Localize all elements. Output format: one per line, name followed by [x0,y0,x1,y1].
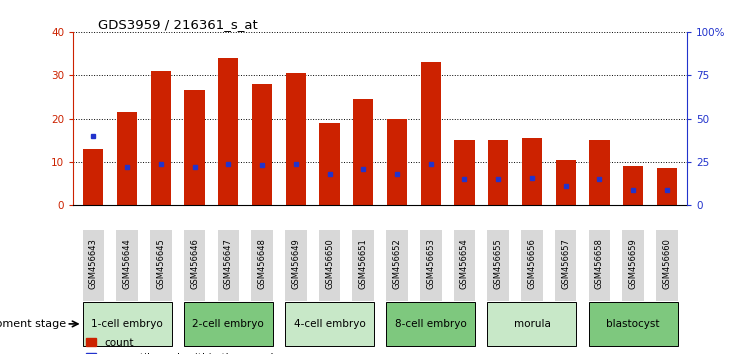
Text: GSM456660: GSM456660 [662,239,671,290]
Bar [353,99,374,205]
FancyBboxPatch shape [116,230,138,301]
Legend: count, percentile rank within the sample: count, percentile rank within the sample [86,338,280,354]
Text: blastocyst: blastocyst [607,319,660,329]
FancyBboxPatch shape [218,230,239,301]
Text: GSM456648: GSM456648 [257,239,267,290]
Bar [623,166,643,205]
Bar [488,140,508,205]
Text: GSM456654: GSM456654 [460,239,469,289]
FancyBboxPatch shape [83,302,172,346]
Text: GSM456656: GSM456656 [528,239,537,290]
FancyBboxPatch shape [622,230,644,301]
Text: GDS3959 / 216361_s_at: GDS3959 / 216361_s_at [98,18,257,31]
Text: GSM456655: GSM456655 [493,239,503,289]
FancyBboxPatch shape [352,230,374,301]
Bar [319,123,340,205]
Bar [556,160,576,205]
FancyBboxPatch shape [183,302,273,346]
Text: 4-cell embryo: 4-cell embryo [294,319,366,329]
Text: GSM456643: GSM456643 [89,239,98,290]
Text: GSM456652: GSM456652 [393,239,401,289]
FancyBboxPatch shape [319,230,341,301]
Bar [151,71,171,205]
FancyBboxPatch shape [285,302,374,346]
Bar [589,140,610,205]
Text: GSM456651: GSM456651 [359,239,368,289]
Text: GSM456647: GSM456647 [224,239,232,290]
Bar [455,140,474,205]
FancyBboxPatch shape [454,230,475,301]
Text: GSM456649: GSM456649 [291,239,300,289]
Bar [83,149,104,205]
Text: development stage: development stage [0,319,66,329]
Text: 2-cell embryo: 2-cell embryo [192,319,264,329]
Bar [252,84,272,205]
Text: GSM456659: GSM456659 [629,239,637,289]
Bar [420,62,441,205]
Text: morula: morula [513,319,550,329]
FancyBboxPatch shape [183,230,205,301]
Bar [184,90,205,205]
FancyBboxPatch shape [555,230,577,301]
Bar [218,58,238,205]
Bar [387,119,407,205]
FancyBboxPatch shape [521,230,542,301]
FancyBboxPatch shape [656,230,678,301]
Text: GSM456658: GSM456658 [595,239,604,290]
Bar [286,73,306,205]
Text: GSM456645: GSM456645 [156,239,165,289]
FancyBboxPatch shape [386,302,475,346]
Text: GSM456644: GSM456644 [123,239,132,289]
FancyBboxPatch shape [488,302,577,346]
FancyBboxPatch shape [386,230,408,301]
FancyBboxPatch shape [420,230,442,301]
Bar [117,112,137,205]
Bar [522,138,542,205]
Text: 8-cell embryo: 8-cell embryo [395,319,466,329]
FancyBboxPatch shape [588,230,610,301]
FancyBboxPatch shape [588,302,678,346]
Text: 1-cell embryo: 1-cell embryo [91,319,163,329]
Text: GSM456653: GSM456653 [426,239,435,290]
Text: GSM456657: GSM456657 [561,239,570,290]
Bar [656,169,677,205]
FancyBboxPatch shape [150,230,172,301]
FancyBboxPatch shape [488,230,509,301]
Text: GSM456646: GSM456646 [190,239,199,290]
FancyBboxPatch shape [83,230,104,301]
FancyBboxPatch shape [285,230,306,301]
Text: GSM456650: GSM456650 [325,239,334,289]
FancyBboxPatch shape [251,230,273,301]
